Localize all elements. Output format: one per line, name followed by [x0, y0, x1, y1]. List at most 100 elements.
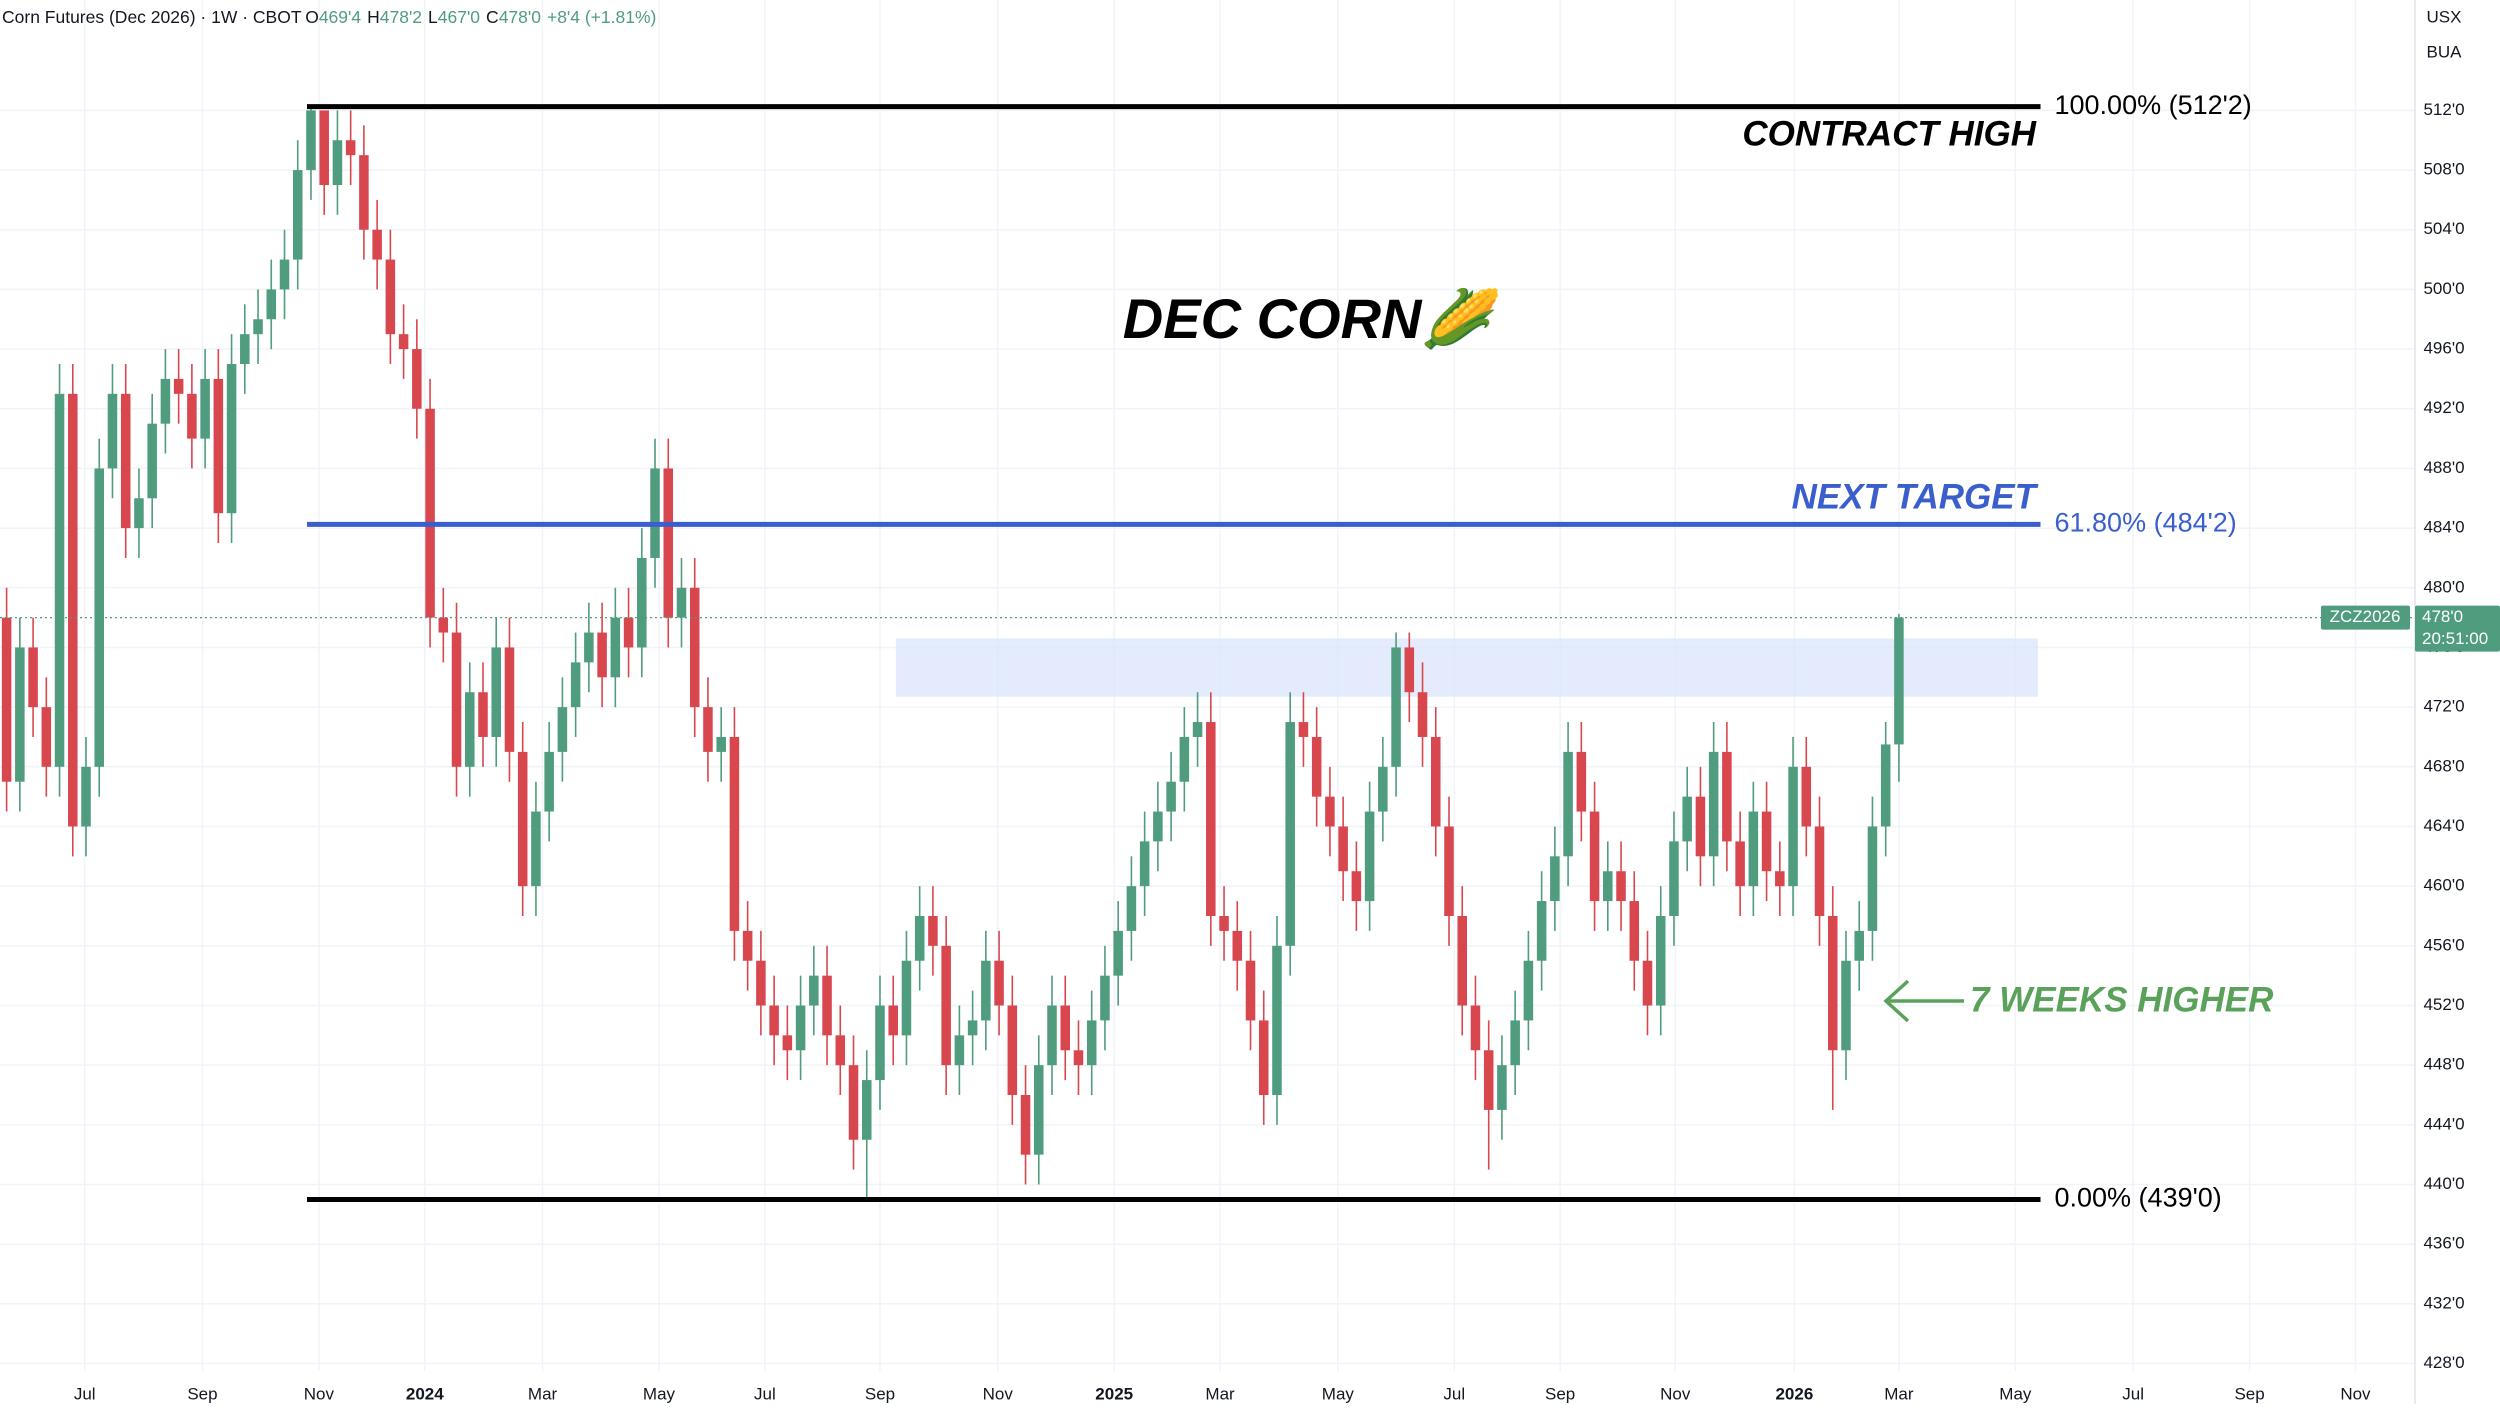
zones [895, 638, 2038, 697]
candle-body [1378, 766, 1388, 812]
candle-body [425, 408, 435, 618]
candle-body [1431, 736, 1441, 827]
candle-body [994, 960, 1004, 1006]
instrument: Corn Futures (Dec 2026) · 1W · CBOT [2, 7, 302, 27]
candle-body [1510, 1020, 1520, 1066]
candle-body [28, 647, 38, 708]
candle-body [345, 140, 356, 156]
candle-body [1814, 826, 1825, 916]
change: +8'4 (+1.81%) [547, 7, 656, 27]
candle-body [1153, 811, 1163, 842]
candle-body [173, 378, 184, 394]
candle-body [1232, 930, 1243, 961]
candle-body [1325, 796, 1335, 827]
candle-body [1722, 751, 1732, 842]
o-value: 469'4 [319, 7, 362, 27]
l-label: L [428, 7, 438, 27]
x-tick-label: Nov [2340, 1384, 2371, 1403]
candle-body [1060, 1005, 1071, 1051]
candle-body [901, 960, 912, 1036]
currency: USX [2427, 7, 2462, 26]
y-tick-label: 492'0 [2423, 398, 2464, 417]
x-tick-label: Nov [1660, 1384, 1691, 1403]
candle-body [610, 617, 621, 678]
candle-body [809, 975, 819, 1006]
candle-body [1219, 915, 1229, 931]
candle-body [1391, 647, 1401, 767]
candle-body [531, 811, 541, 887]
candle-body [1285, 722, 1295, 946]
candle-body [1, 617, 12, 782]
fib-level-label: 61.80% (484'2) [2055, 508, 2237, 538]
candle-body [914, 915, 925, 961]
x-tick-label: Mar [1884, 1384, 1914, 1403]
x-tick-label: May [643, 1384, 676, 1403]
candle-body [1047, 1005, 1057, 1066]
y-tick-label: 428'0 [2423, 1353, 2464, 1372]
candle-body [544, 751, 554, 812]
candle-body [1417, 692, 1428, 737]
h-value: 478'2 [380, 7, 422, 27]
c-label: C [486, 7, 499, 27]
contract-high-note: CONTRACT HIGH [1742, 114, 2036, 153]
candle-body [954, 1035, 965, 1066]
candle-body [1761, 811, 1772, 872]
y-tick-label: 444'0 [2423, 1114, 2464, 1133]
candle-body [306, 110, 316, 171]
candle-body [120, 393, 131, 529]
candle-body [570, 662, 581, 708]
x-tick-label: Sep [1545, 1384, 1575, 1403]
candle-body [332, 140, 343, 185]
y-tick-label: 508'0 [2423, 160, 2464, 179]
candle-body [1311, 736, 1322, 797]
symbol-tag-label: ZCZ2026 [2330, 607, 2401, 626]
candle-body [1603, 871, 1613, 902]
candle-body [1748, 811, 1759, 887]
x-tick-label: 2026 [1775, 1384, 1813, 1403]
candle-body [292, 170, 303, 260]
candle-body [597, 632, 607, 678]
candle-body [742, 930, 753, 961]
candle-body [1682, 796, 1692, 842]
candle-body [94, 468, 105, 767]
candle-body [372, 229, 382, 260]
candle-body [465, 692, 475, 767]
candle-body [848, 1065, 859, 1140]
chart-title: DEC CORN🌽 [1123, 285, 1502, 351]
candle-body [1841, 960, 1851, 1051]
y-tick-label: 480'0 [2423, 577, 2464, 596]
candle-body [504, 647, 515, 752]
candle-body [1550, 856, 1560, 902]
candle-body [557, 707, 568, 752]
x-tick-label: Sep [2234, 1384, 2264, 1403]
candle-body [451, 632, 462, 767]
h-label: H [367, 7, 380, 27]
y-tick-label: 468'0 [2423, 756, 2464, 775]
header: Corn Futures (Dec 2026) · 1W · CBOT O469'… [2, 7, 656, 27]
candle-body [888, 1005, 898, 1036]
arrow [1883, 979, 1964, 1023]
candle-body [1192, 722, 1203, 737]
candle-body [1867, 826, 1878, 931]
y-tick-label: 512'0 [2423, 100, 2464, 119]
candle-body [1126, 886, 1137, 931]
unit: BUA [2427, 42, 2463, 61]
candle-body [1179, 736, 1190, 782]
candle-body [1563, 751, 1573, 857]
candle-body [1100, 975, 1110, 1021]
y-tick-label: 472'0 [2423, 697, 2464, 716]
candle-body [689, 587, 700, 708]
candle-body [1880, 744, 1891, 827]
x-tick-label: Sep [865, 1384, 895, 1403]
y-tick-label: 488'0 [2423, 458, 2464, 477]
candle-body [703, 707, 713, 752]
candle-body [1642, 960, 1653, 1006]
y-tick-label: 436'0 [2423, 1234, 2464, 1253]
x-tick-label: Nov [304, 1384, 335, 1403]
candle-body [1708, 751, 1719, 857]
zone [895, 638, 2038, 697]
y-tick-label: 496'0 [2423, 339, 2464, 358]
y-tick-label: 484'0 [2423, 518, 2464, 537]
weeks-higher-note: 7 WEEKS HIGHER [1970, 980, 2274, 1019]
